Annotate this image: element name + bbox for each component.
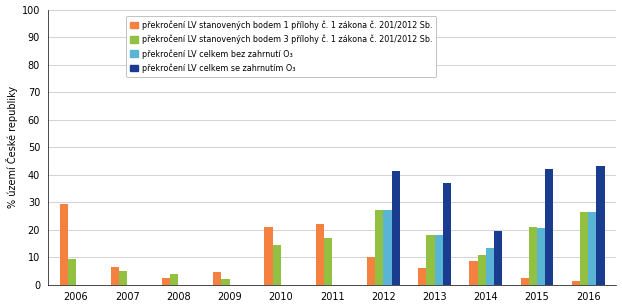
Bar (529, 227, 537, 285)
Bar (375, 210, 383, 285)
Bar (170, 274, 179, 285)
Bar (68, 259, 76, 285)
Bar (324, 238, 332, 285)
Bar (213, 272, 221, 285)
Bar (391, 171, 400, 285)
Y-axis label: % území České republiky: % území České republiky (6, 86, 17, 208)
Bar (426, 235, 435, 285)
Bar (580, 212, 588, 285)
Bar (588, 212, 596, 285)
Bar (572, 281, 580, 285)
Legend: překročení LV stanovených bodem 1 přílohy č. 1 zákona č. 201/2012 Sb., překročen: překročení LV stanovených bodem 1 příloh… (126, 16, 437, 77)
Bar (537, 228, 545, 285)
Bar (221, 279, 230, 285)
Bar (435, 235, 443, 285)
Bar (383, 210, 391, 285)
Bar (521, 278, 529, 285)
Bar (162, 278, 170, 285)
Bar (264, 227, 272, 285)
Bar (443, 183, 451, 285)
Bar (596, 166, 605, 285)
Bar (470, 261, 478, 285)
Bar (486, 248, 494, 285)
Bar (494, 231, 502, 285)
Bar (316, 224, 324, 285)
Bar (418, 268, 426, 285)
Bar (478, 254, 486, 285)
Bar (367, 257, 375, 285)
Bar (111, 267, 119, 285)
Bar (545, 169, 554, 285)
Bar (119, 271, 127, 285)
Bar (272, 245, 281, 285)
Bar (60, 204, 68, 285)
